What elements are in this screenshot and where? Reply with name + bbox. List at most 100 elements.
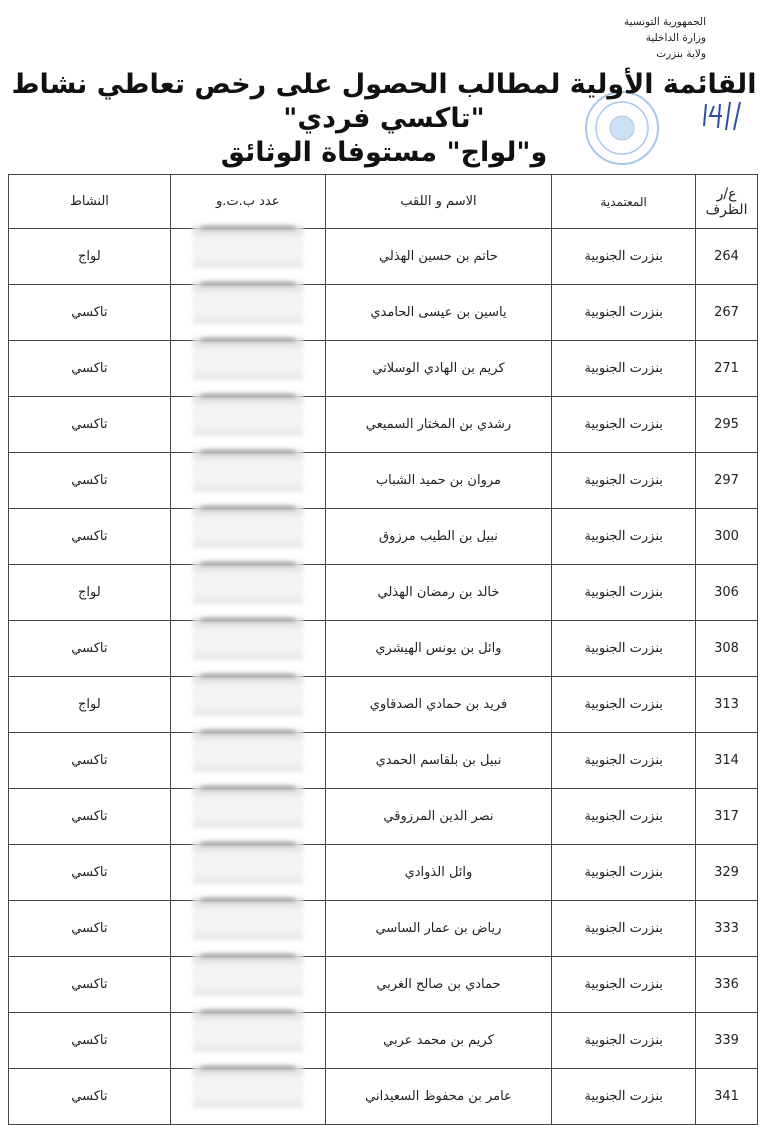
redacted-id-blur [192,1065,303,1108]
letterhead-line: الجمهورية التونسية [624,16,706,28]
cell-name: عامر بن محفوظ السعيداني [324,1068,553,1125]
page-subtitle: و"لواج" مستوفاة الوثائق [220,137,548,168]
cell-name: حاتم بن حسين الهذلي [324,228,553,285]
cell-envelope-number: 336 [695,956,758,1013]
cell-delegation: بنزرت الجنوبية [551,844,697,901]
cell-name: خالد بن رمضان الهذلي [324,564,553,621]
cell-activity: تاكسي [8,340,171,397]
redacted-id-blur [192,225,303,268]
cell-activity: تاكسي [8,620,171,677]
cell-envelope-number: 297 [695,452,758,509]
cell-name: وائل بن يونس الهيشري [324,620,553,677]
cell-activity: لواج [8,228,171,285]
cell-id-number [169,897,326,957]
cell-delegation: بنزرت الجنوبية [551,900,697,957]
cell-envelope-number: 271 [695,340,758,397]
table-row: 267 بنزرت الجنوبية ياسين بن عيسى الحامدي تا… [8,281,758,341]
cell-id-number [169,449,326,509]
table-row: 308 بنزرت الجنوبية وائل بن يونس الهيشري تاك… [8,617,758,677]
cell-activity: لواج [8,564,171,621]
cell-envelope-number: 317 [695,788,758,845]
redacted-id-blur [192,841,303,884]
cell-envelope-number: 313 [695,676,758,733]
letterhead-line: وزارة الداخلية [645,32,706,44]
table-row: 333 بنزرت الجنوبية رياض بن عمار الساسي تاكس… [8,897,758,957]
cell-envelope-number: 306 [695,564,758,621]
cell-name: رياض بن عمار الساسي [324,900,553,957]
table-row: 313 بنزرت الجنوبية فريد بن حمادي الصدقاوي ل… [8,673,758,733]
redacted-id-blur [192,729,303,772]
cell-id-number [169,1065,326,1125]
cell-name: كريم بن محمد عربي [324,1012,553,1069]
table-row: 306 بنزرت الجنوبية خالد بن رمضان الهذلي لوا… [8,561,758,621]
cell-delegation: بنزرت الجنوبية [551,508,697,565]
redacted-id-blur [192,505,303,548]
table-row: 295 بنزرت الجنوبية رشدي بن المختار السميعي… [8,393,758,453]
redacted-id-blur [192,393,303,436]
cell-activity: تاكسي [8,1068,171,1125]
cell-envelope-number: 300 [695,508,758,565]
table-row: 271 بنزرت الجنوبية كريم بن الهادي الوسلاتي… [8,337,758,397]
cell-delegation: بنزرت الجنوبية [551,732,697,789]
cell-id-number [169,505,326,565]
cell-envelope-number: 314 [695,732,758,789]
cell-name: مروان بن حميد الشباب [324,452,553,509]
table-row: 264 بنزرت الجنوبية حاتم بن حسين الهذلي لواج [8,225,758,285]
title-block: القائمة الأولية لمطالب الحصول على رخص تع… [8,68,760,170]
redacted-id-blur [192,673,303,716]
table-row: 341 بنزرت الجنوبية عامر بن محفوظ السعيداني… [8,1065,758,1125]
page-title: القائمة الأولية لمطالب الحصول على رخص تع… [11,69,757,134]
redacted-id-blur [192,449,303,492]
cell-name: فريد بن حمادي الصدقاوي [324,676,553,733]
col-name: الاسم و اللقب [324,174,553,229]
letterhead: الجمهورية التونسية وزارة الداخلية ولاية … [0,14,706,62]
cell-id-number [169,785,326,845]
cell-name: نبيل بن الطيب مرزوق [324,508,553,565]
cell-delegation: بنزرت الجنوبية [551,228,697,285]
redacted-id-blur [192,785,303,828]
cell-activity: تاكسي [8,284,171,341]
cell-activity: تاكسي [8,844,171,901]
applicants-table: ع/ر الظرف المعتمدية الاسم و اللقب عدد ب.… [8,174,758,1125]
cell-delegation: بنزرت الجنوبية [551,1068,697,1125]
table-header-row: ع/ر الظرف المعتمدية الاسم و اللقب عدد ب.… [8,174,758,229]
cell-id-number [169,729,326,789]
cell-id-number [169,225,326,285]
cell-envelope-number: 339 [695,1012,758,1069]
cell-name: رشدي بن المختار السميعي [324,396,553,453]
cell-envelope-number: 341 [695,1068,758,1125]
redacted-id-blur [192,1009,303,1052]
cell-id-number [169,281,326,341]
table-row: 297 بنزرت الجنوبية مروان بن حميد الشباب تاك… [8,449,758,509]
cell-delegation: بنزرت الجنوبية [551,1012,697,1069]
cell-activity: تاكسي [8,900,171,957]
cell-id-number [169,393,326,453]
col-activity: النشاط [8,174,171,229]
cell-delegation: بنزرت الجنوبية [551,956,697,1013]
cell-id-number [169,841,326,901]
table-row: 336 بنزرت الجنوبية حمادي بن صالح الغربي تاك… [8,953,758,1013]
cell-activity: تاكسي [8,956,171,1013]
redacted-id-blur [192,617,303,660]
redacted-id-blur [192,561,303,604]
cell-envelope-number: 329 [695,844,758,901]
redacted-id-blur [192,953,303,996]
table-row: 329 بنزرت الجنوبية وائل الذوادي تاكسي [8,841,758,901]
table-row: 339 بنزرت الجنوبية كريم بن محمد عربي تاكسي [8,1009,758,1069]
redacted-id-blur [192,281,303,324]
cell-activity: لواج [8,676,171,733]
cell-name: وائل الذوادي [324,844,553,901]
cell-envelope-number: 308 [695,620,758,677]
cell-delegation: بنزرت الجنوبية [551,284,697,341]
cell-activity: تاكسي [8,1012,171,1069]
cell-delegation: بنزرت الجنوبية [551,564,697,621]
cell-delegation: بنزرت الجنوبية [551,620,697,677]
cell-id-number [169,337,326,397]
handwritten-note-icon [703,101,741,131]
cell-name: نصر الدين المرزوقي [324,788,553,845]
letterhead-line: ولاية بنزرت [656,48,706,60]
cell-delegation: بنزرت الجنوبية [551,396,697,453]
official-stamp-icon [585,91,659,165]
cell-id-number [169,953,326,1013]
cell-envelope-number: 295 [695,396,758,453]
